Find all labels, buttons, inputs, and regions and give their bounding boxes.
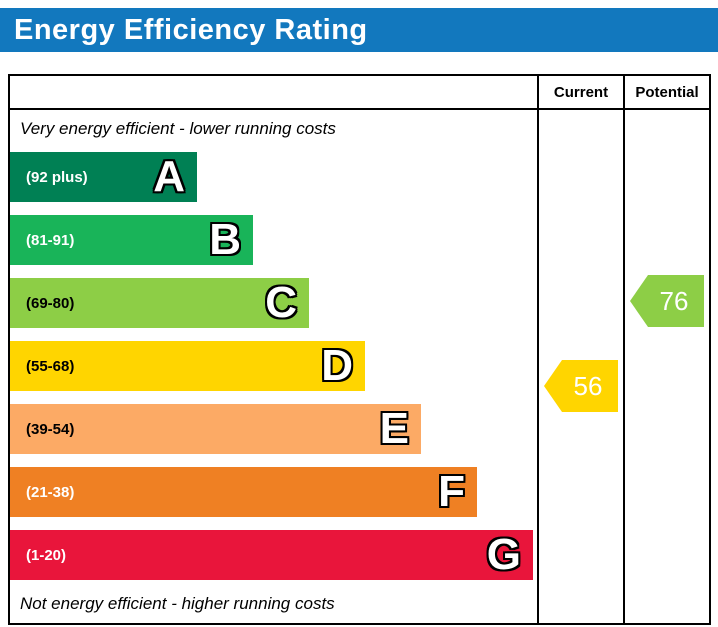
band-b: (81-91) B	[10, 215, 253, 265]
potential-rating-value: 76	[659, 285, 689, 316]
band-a-range: (92 plus)	[26, 168, 88, 186]
band-d: (55-68) D	[10, 341, 365, 391]
page-title: Energy Efficiency Rating	[14, 13, 368, 46]
potential-column: 76	[623, 110, 709, 623]
band-d-range: (55-68)	[26, 357, 75, 375]
top-note: Very energy efficient - lower running co…	[20, 119, 336, 138]
potential-rating-arrow: 76	[630, 275, 704, 327]
page: { "header": { "title": "Energy Efficienc…	[0, 8, 718, 627]
band-a: (92 plus) A	[10, 152, 197, 202]
band-c: (69-80) C	[10, 278, 309, 328]
band-f-range: (21-38)	[26, 483, 75, 501]
band-c-letter: C	[265, 278, 297, 327]
band-f-letter: F	[438, 467, 465, 516]
band-b-range: (81-91)	[26, 231, 75, 249]
band-g: (1-20) G	[10, 530, 533, 580]
column-header-row: Current Potential	[10, 76, 709, 110]
current-rating-value: 56	[573, 370, 603, 401]
band-e-letter: E	[379, 404, 409, 453]
current-column: 56	[537, 110, 623, 623]
band-g-letter: G	[486, 530, 521, 579]
band-b-letter: B	[209, 215, 241, 264]
main-column-header	[10, 76, 537, 108]
current-column-header: Current	[537, 76, 623, 108]
band-a-letter: A	[153, 152, 185, 201]
band-e: (39-54) E	[10, 404, 421, 454]
band-e-range: (39-54)	[26, 420, 75, 438]
current-rating-arrow: 56	[544, 360, 618, 412]
epc-chart: Current Potential Very energy efficient …	[8, 74, 711, 625]
band-f: (21-38) F	[10, 467, 477, 517]
bottom-note: Not energy efficient - higher running co…	[20, 594, 335, 613]
band-c-range: (69-80)	[26, 294, 75, 312]
band-g-range: (1-20)	[26, 546, 67, 564]
chart-body: Very energy efficient - lower running co…	[10, 110, 709, 623]
bands-column: Very energy efficient - lower running co…	[10, 110, 537, 623]
band-d-letter: D	[321, 341, 353, 390]
title-bar: Energy Efficiency Rating	[0, 8, 718, 52]
potential-column-header: Potential	[623, 76, 709, 108]
